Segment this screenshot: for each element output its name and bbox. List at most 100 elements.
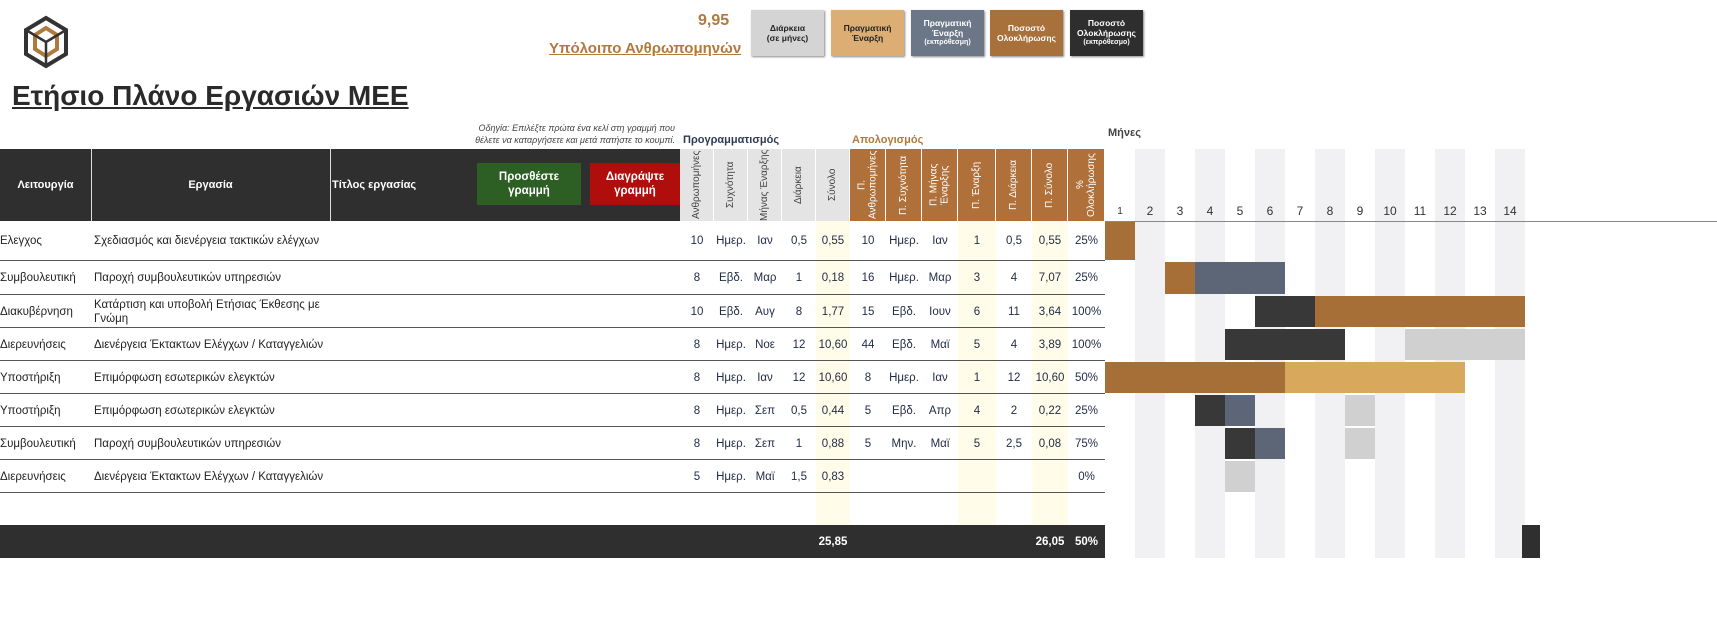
instruction-note: Οδηγία: Επιλέξτε πρώτα ένα κελί στη γραμ… — [458, 122, 675, 146]
column-header: Διάρκεια — [782, 149, 816, 221]
value-cell: 3 — [973, 272, 981, 284]
value-cell: 5 — [973, 338, 981, 351]
function-cell: Υποστήριξη — [0, 404, 61, 417]
value-cell: 0,5 — [1006, 235, 1022, 247]
task-cell: Σχεδιασμός και διενέργεια τακτικών ελέγχ… — [94, 235, 320, 247]
note-line: Οδηγία: Επιλέξτε πρώτα ένα κελί στη γραμ… — [478, 123, 675, 133]
gantt-cell — [1435, 362, 1465, 393]
value-cell: Ημερ. — [716, 404, 746, 417]
legend-text: Έναρξη — [931, 28, 964, 38]
month-label: 8 — [1326, 204, 1334, 218]
gantt-cell — [1135, 362, 1165, 393]
function-cell: Διερευνήσεις — [0, 470, 66, 483]
value-cell: 5 — [693, 470, 701, 483]
column-header: Ανθρωπομήνες — [680, 149, 714, 221]
gantt-cell — [1165, 362, 1195, 393]
value-cell: 8 — [693, 338, 701, 351]
value-cell: Εβδ. — [892, 305, 916, 318]
value-cell: 10 — [861, 235, 875, 247]
month-label: 6 — [1266, 204, 1274, 218]
legend-text: Πραγματική — [843, 23, 892, 33]
value-cell: Ημερ. — [889, 272, 919, 284]
value-cell: Μαϊ — [930, 437, 950, 450]
value-cell: Ημερ. — [716, 235, 746, 247]
month-label: 14 — [1503, 204, 1517, 218]
column-highlight — [816, 221, 850, 525]
gantt-cell — [1315, 362, 1345, 393]
gantt-cell — [1435, 329, 1465, 360]
task-cell: Επιμόρφωση εσωτερικών ελεγκτών — [94, 371, 275, 384]
gantt-cell — [1225, 461, 1255, 492]
value-cell: 1 — [973, 235, 981, 247]
value-cell: 0,18 — [821, 272, 845, 284]
value-cell: 0,88 — [821, 437, 845, 450]
totals-marker — [1522, 525, 1540, 558]
function-cell: Διακυβέρνηση — [0, 305, 73, 318]
legend-box: Πραγματική Έναρξη (εκπρόθεσμη) — [911, 10, 984, 56]
gantt-cell — [1285, 296, 1315, 327]
value-cell: 5 — [973, 437, 981, 450]
value-cell: 0,5 — [791, 235, 807, 247]
column-highlight — [958, 221, 996, 525]
value-cell: 0,44 — [821, 404, 845, 417]
gantt-cell — [1285, 362, 1315, 393]
month-label: 4 — [1206, 204, 1214, 218]
gantt-cell — [1285, 329, 1315, 360]
gantt-cell — [1195, 262, 1225, 294]
value-cell: Σεπ — [754, 437, 776, 450]
delete-row-button[interactable]: Διαγράψτε γραμμή — [590, 163, 680, 205]
gantt-cell — [1165, 262, 1195, 294]
month-label: 7 — [1296, 204, 1304, 218]
note-line: θέλετε να καταργήσετε και μετά πατήστε τ… — [475, 135, 675, 145]
gantt-cell — [1405, 362, 1435, 393]
month-stripe — [1195, 149, 1225, 558]
value-cell: Σεπ — [754, 404, 776, 417]
button-text: Προσθέστε — [498, 171, 560, 183]
value-cell: 8 — [795, 305, 803, 318]
value-cell: 100% — [1071, 305, 1102, 318]
column-header: Π. Διάρκεια — [996, 149, 1032, 221]
value-cell: 4 — [1010, 272, 1018, 284]
value-cell: 25% — [1074, 235, 1099, 247]
add-row-button[interactable]: Προσθέστε γραμμή — [477, 163, 581, 205]
gantt-cell — [1195, 362, 1225, 393]
value-cell: Απρ — [928, 404, 952, 417]
totals-band — [0, 525, 1105, 558]
value-cell: 15 — [861, 305, 875, 318]
value-cell: Ημερ. — [716, 470, 746, 483]
value-cell: 1,77 — [821, 305, 845, 318]
value-cell: 2 — [1010, 404, 1018, 417]
legend-text: Πραγματική — [923, 18, 972, 28]
value-cell: 0,83 — [821, 470, 845, 483]
column-header: Λειτουργία — [17, 179, 74, 191]
value-cell: 5 — [864, 404, 872, 417]
column-header: Π. Ανθρωπομήνες — [850, 149, 886, 221]
gantt-cell — [1405, 296, 1435, 327]
value-cell: 8 — [693, 371, 701, 384]
button-text: γραμμή — [508, 185, 550, 197]
row-border — [0, 294, 1105, 295]
value-cell: Αυγ — [755, 305, 775, 318]
month-axis-line — [1105, 221, 1717, 222]
value-cell: 12 — [1007, 371, 1021, 384]
month-stripe — [1375, 149, 1405, 558]
value-cell: Ημερ. — [716, 437, 746, 450]
gantt-cell — [1105, 222, 1135, 260]
button-text: Διαγράψτε — [605, 171, 665, 183]
gantt-cell — [1465, 296, 1495, 327]
function-cell: Υποστήριξη — [0, 371, 61, 384]
task-cell: Διενέργεια Έκτακτων Ελέγχων / Καταγγελιώ… — [94, 470, 324, 483]
legend-text: Ολοκλήρωσης — [997, 33, 1056, 43]
value-cell: 10,60 — [818, 338, 848, 351]
month-label: 5 — [1236, 204, 1244, 218]
gantt-cell — [1345, 296, 1375, 327]
header-divider — [91, 149, 92, 221]
value-cell: 1 — [795, 272, 803, 284]
gantt-cell — [1315, 329, 1345, 360]
legend-text: (εκπρόθεσμη) — [924, 39, 971, 46]
legend-box: Διάρκεια (σε μήνες) — [751, 10, 824, 56]
column-highlight — [1032, 221, 1068, 525]
legend-box: Ποσοστό Ολοκλήρωσης — [990, 10, 1063, 56]
value-cell: Εβδ. — [892, 404, 916, 417]
month-stripe — [1135, 149, 1165, 558]
